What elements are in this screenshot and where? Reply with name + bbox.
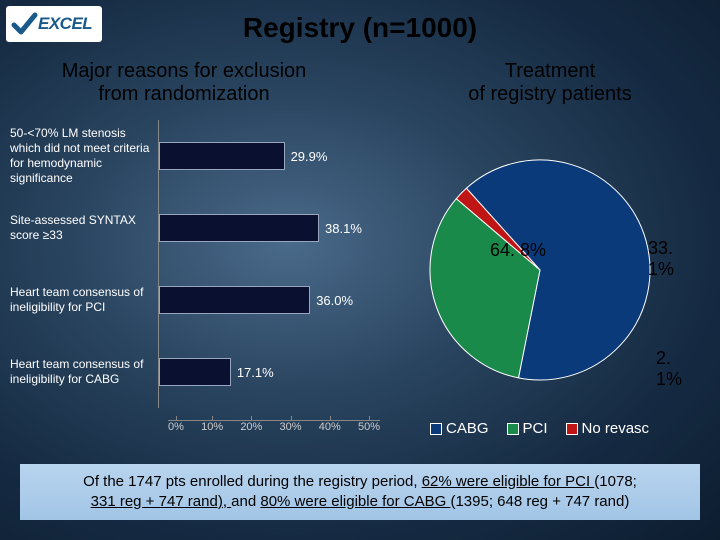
axis-tick: 30% (280, 421, 302, 440)
legend-label: No revasc (582, 420, 650, 437)
pie-slice-label: 64. 8% (490, 240, 546, 261)
axis-tick: 0% (168, 421, 184, 440)
treatment-pie-chart: 64. 8% 33. 1% 2. 1% (400, 130, 680, 410)
footer-note: Of the 1747 pts enrolled during the regi… (20, 464, 700, 521)
page-title: Registry (n=1000) (0, 12, 720, 44)
axis-tick: 40% (319, 421, 341, 440)
bar-value: 36.0% (316, 293, 353, 308)
axis-tick: 20% (240, 421, 262, 440)
barchart-title: Major reasons for exclusion from randomi… (34, 60, 334, 106)
legend-swatch (507, 423, 519, 435)
bar (159, 358, 231, 386)
bar-row: Heart team consensus of ineligibility fo… (10, 336, 380, 408)
legend-swatch (430, 423, 442, 435)
pie-slice-label: 2. 1% (656, 348, 682, 390)
legend-label: PCI (523, 420, 548, 437)
bar-label: 50-<70% LM stenosis which did not meet c… (10, 126, 158, 186)
bar-chart-x-axis: 0% 10% 20% 30% 40% 50% (168, 420, 380, 440)
bar-value: 29.9% (291, 149, 328, 164)
pie-legend: CABG PCI No revasc (430, 420, 649, 437)
axis-tick: 10% (201, 421, 223, 440)
bar (159, 142, 285, 170)
bar (159, 214, 319, 242)
bar-label: Site-assessed SYNTAX score ≥33 (10, 213, 158, 243)
axis-tick: 50% (358, 421, 380, 440)
bar-value: 17.1% (237, 365, 274, 380)
piechart-title: Treatment of registry patients (420, 60, 680, 106)
bar (159, 286, 310, 314)
pie-slice-label: 33. 1% (648, 238, 680, 280)
exclusion-bar-chart: 50-<70% LM stenosis which did not meet c… (10, 120, 380, 440)
legend-item: CABG (430, 420, 489, 437)
legend-item: No revasc (566, 420, 650, 437)
legend-swatch (566, 423, 578, 435)
bar-value: 38.1% (325, 221, 362, 236)
bar-row: Heart team consensus of ineligibility fo… (10, 264, 380, 336)
bar-row: 50-<70% LM stenosis which did not meet c… (10, 120, 380, 192)
legend-item: PCI (507, 420, 548, 437)
bar-label: Heart team consensus of ineligibility fo… (10, 357, 158, 387)
legend-label: CABG (446, 420, 489, 437)
bar-label: Heart team consensus of ineligibility fo… (10, 285, 158, 315)
bar-row: Site-assessed SYNTAX score ≥33 38.1% (10, 192, 380, 264)
